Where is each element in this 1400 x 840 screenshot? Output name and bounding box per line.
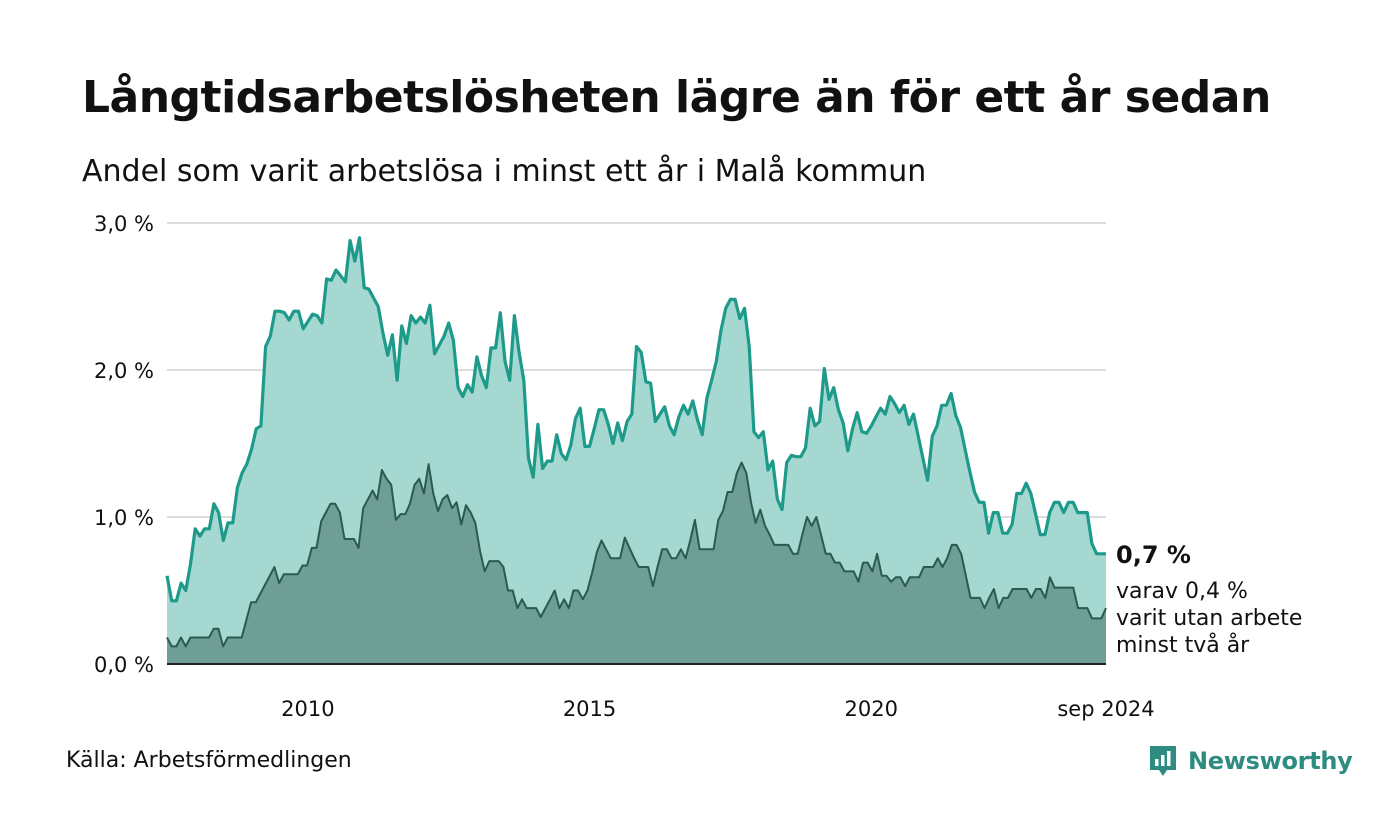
brand-logo[interactable]: Newsworthy: [1148, 744, 1353, 778]
y-tick-label: 1,0 %: [94, 506, 154, 530]
y-tick-label: 3,0 %: [94, 212, 154, 236]
brand-name: Newsworthy: [1188, 747, 1353, 775]
x-tick-label: 2015: [563, 697, 616, 721]
x-tick-label: sep 2024: [1057, 697, 1154, 721]
source-note: Källa: Arbetsförmedlingen: [66, 748, 352, 773]
x-axis-tick-labels: 2010 2015 2020 sep 2024: [281, 697, 1155, 721]
x-tick-label: 2010: [281, 697, 334, 721]
y-axis-tick-labels: 0,0 % 1,0 % 2,0 % 3,0 %: [94, 212, 154, 677]
end-note-line-1: varav 0,4 %: [1116, 579, 1248, 604]
end-value-label: 0,7 %: [1116, 541, 1191, 569]
end-note-line-3: minst två år: [1116, 632, 1250, 658]
chart-title: Långtidsarbetslösheten lägre än för ett …: [82, 72, 1271, 123]
x-tick-label: 2020: [845, 697, 898, 721]
series-1-line: [165, 236, 1106, 603]
chart-subtitle: Andel som varit arbetslösa i minst ett å…: [82, 154, 927, 189]
end-note-line-2: varit utan arbete: [1116, 606, 1302, 631]
newsworthy-logo-icon: [1150, 746, 1176, 776]
area-chart: 0,0 % 1,0 % 2,0 % 3,0 % 2010 2015 2020 sep 202…: [94, 212, 1302, 721]
y-tick-label: 2,0 %: [94, 359, 154, 383]
y-tick-label: 0,0 %: [94, 653, 154, 677]
series-2-line: [166, 461, 1107, 648]
